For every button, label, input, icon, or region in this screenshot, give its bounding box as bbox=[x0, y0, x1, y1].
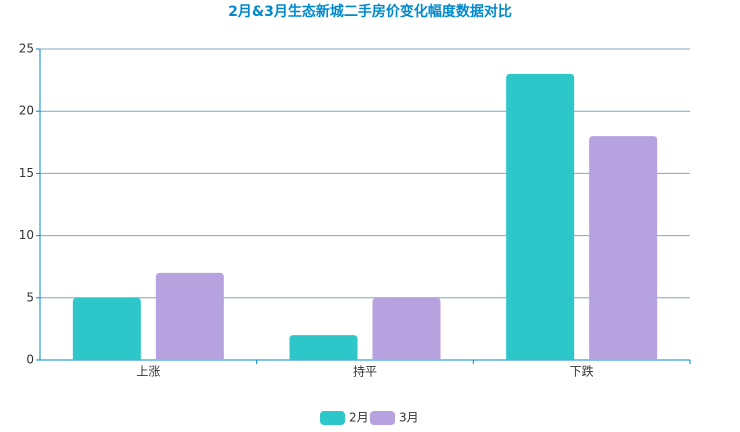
bar bbox=[72, 297, 141, 360]
y-tick-label: 25 bbox=[19, 42, 34, 56]
bar bbox=[155, 272, 224, 360]
bar bbox=[589, 136, 658, 360]
chart-title: 2月&3月生态新城二手房价变化幅度数据对比 bbox=[228, 3, 512, 20]
y-tick-label: 15 bbox=[19, 166, 34, 180]
x-tick-label: 上涨 bbox=[136, 364, 160, 379]
y-tick-label: 5 bbox=[26, 290, 34, 304]
bar bbox=[372, 297, 441, 360]
y-tick-label: 20 bbox=[19, 104, 34, 118]
bar bbox=[506, 73, 575, 360]
x-tick-label: 持平 bbox=[353, 364, 377, 379]
bar bbox=[289, 335, 358, 360]
legend-label[interactable]: 3月 bbox=[399, 411, 419, 425]
y-tick-label: 10 bbox=[19, 228, 34, 242]
x-tick-label: 下跌 bbox=[570, 364, 594, 379]
y-tick-label: 0 bbox=[26, 353, 34, 367]
legend-swatch[interactable] bbox=[370, 411, 395, 425]
legend-label[interactable]: 2月 bbox=[349, 411, 369, 425]
legend-swatch[interactable] bbox=[320, 411, 345, 425]
